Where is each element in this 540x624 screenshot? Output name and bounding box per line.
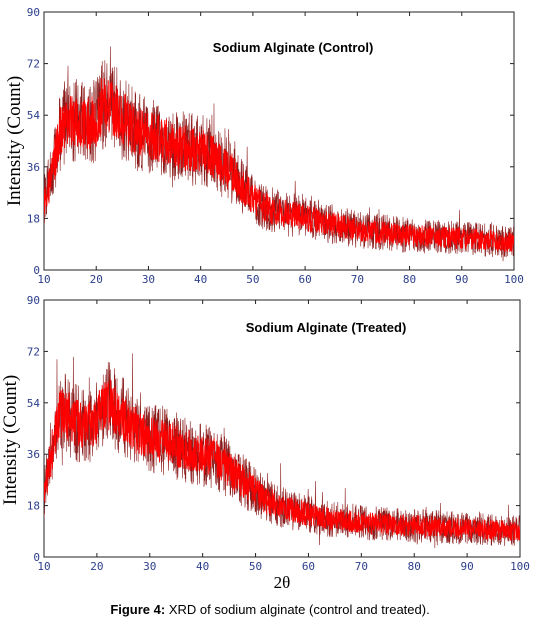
control-series-0-line	[44, 78, 514, 253]
treated-x-tick-label-20: 20	[90, 560, 103, 573]
treated-x-tick-label-80: 80	[408, 560, 421, 573]
control-ticks-layer: 10 20 30 40 50 60 70 80 90 100 0 18 36 54 72 90	[27, 6, 524, 286]
treated-series-0-noise-line	[44, 353, 520, 549]
control-x-tick-label-10: 10	[37, 273, 50, 286]
control-x-tick-label-80: 80	[403, 273, 416, 286]
treated-series-layer	[44, 353, 520, 549]
caption-label: Figure 4:	[110, 602, 166, 617]
control-panel: 10 20 30 40 50 60 70 80 90 100 0 18 36 54 72 90 Sodium …	[4, 6, 524, 286]
control-y-tick-label-90: 90	[27, 6, 40, 19]
treated-y-tick-label-18: 18	[27, 500, 40, 513]
treated-y-axis-label: Intensity (Count)	[0, 375, 21, 505]
control-plot-frame	[43, 11, 515, 271]
treated-x-tick-label-50: 50	[249, 560, 262, 573]
control-x-tick-label-50: 50	[246, 273, 259, 286]
control-y-tick-label-72: 72	[27, 58, 40, 71]
control-series-layer	[44, 46, 514, 262]
control-y-tick-label-36: 36	[27, 161, 40, 174]
control-x-tick-label-100: 100	[504, 273, 524, 286]
treated-x-axis-label: 2θ	[274, 573, 291, 592]
treated-y-tick-label-54: 54	[27, 397, 41, 410]
control-x-tick-label-70: 70	[351, 273, 364, 286]
treated-panel-title: Sodium Alginate (Treated)	[246, 320, 407, 335]
control-x-tick-label-40: 40	[194, 273, 207, 286]
treated-x-tick-label-100: 100	[510, 560, 530, 573]
control-y-tick-label-54: 54	[27, 109, 41, 122]
control-y-tick-label-18: 18	[27, 212, 40, 225]
treated-x-tick-label-90: 90	[460, 560, 473, 573]
control-x-tick-label-90: 90	[455, 273, 468, 286]
control-y-axis-label: Intensity (Count)	[4, 76, 25, 206]
treated-x-tick-label-70: 70	[355, 560, 368, 573]
caption-text: XRD of sodium alginate (control and trea…	[165, 602, 430, 617]
treated-x-tick-label-40: 40	[196, 560, 209, 573]
control-x-tick-label-60: 60	[298, 273, 311, 286]
treated-y-tick-label-0: 0	[33, 551, 40, 564]
figure-caption: Figure 4: XRD of sodium alginate (contro…	[0, 602, 540, 617]
treated-y-tick-label-72: 72	[27, 345, 40, 358]
control-panel-title: Sodium Alginate (Control)	[213, 40, 374, 55]
treated-series-0-line	[44, 379, 520, 542]
treated-panel: 10 20 30 40 50 60 70 80 90 100 0 18 36 54 72 90 Sodium …	[0, 294, 530, 592]
treated-ticks-layer: 10 20 30 40 50 60 70 80 90 100 0 18 36 54 72 90	[27, 294, 530, 573]
treated-x-tick-label-10: 10	[37, 560, 50, 573]
treated-x-tick-label-60: 60	[302, 560, 315, 573]
treated-x-tick-label-30: 30	[143, 560, 156, 573]
control-y-tick-label-0: 0	[33, 264, 40, 277]
control-x-tick-label-30: 30	[142, 273, 155, 286]
control-x-tick-label-20: 20	[90, 273, 103, 286]
treated-plot-frame	[43, 299, 521, 558]
treated-y-tick-label-36: 36	[27, 448, 40, 461]
treated-y-tick-label-90: 90	[27, 294, 40, 307]
